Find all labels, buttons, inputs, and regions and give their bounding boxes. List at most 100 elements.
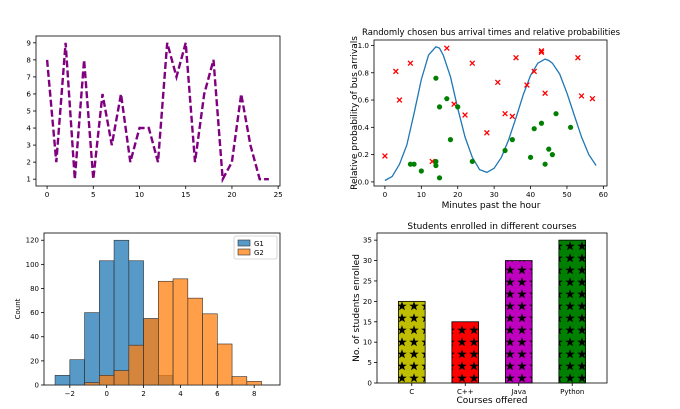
scatter-title: Randomly chosen bus arrival times and re… (362, 28, 621, 38)
line-chart-panel: 0 5 10 15 20 25 1 2 3 4 5 6 7 8 9 (26, 35, 283, 199)
y-tick-label: 0.4 (358, 123, 370, 132)
scatter-xlabel: Minutes past the hour (442, 201, 541, 211)
scatter-chart-panel: Randomly chosen bus arrival times and re… (350, 28, 621, 211)
x-tick-label: 0 (104, 390, 108, 398)
y-tick-label: 0.2 (358, 150, 369, 159)
x-tick-label: 20 (227, 190, 237, 199)
y-tick-label: 7 (26, 72, 31, 81)
hist-bar-g2 (246, 381, 262, 386)
y-tick-label: 0.8 (358, 68, 370, 77)
x-tick-label: 20 (453, 190, 463, 199)
hist-bar-g2 (158, 280, 174, 386)
line-series (45, 42, 269, 184)
x-tick-label: 15 (181, 190, 190, 199)
y-tick-label: 30 (363, 256, 373, 265)
y-tick-label: 0.0 (358, 177, 370, 186)
y-tick-label: 8 (26, 55, 31, 64)
accepted-point (418, 168, 424, 174)
y-tick-label: 120 (26, 237, 39, 245)
rejected-point (575, 54, 581, 61)
y-tick-label: 0 (35, 381, 39, 389)
accepted-point (469, 158, 475, 165)
bar-hatch (451, 321, 480, 384)
accepted-point (546, 146, 552, 152)
rejected-point (462, 112, 468, 118)
rejected-point (483, 129, 490, 136)
bar-hatch (397, 300, 426, 384)
rejected-point (469, 60, 476, 67)
rejected-point (509, 113, 516, 120)
accepted-point (549, 152, 555, 158)
probability-curve (384, 46, 597, 182)
category-label: Java (510, 388, 526, 396)
x-tick-label: 60 (599, 190, 609, 199)
hist-bar-g2 (99, 375, 115, 386)
accepted-point (455, 104, 461, 110)
x-tick-label: 6 (215, 390, 220, 398)
accepted-point (527, 154, 534, 160)
y-tick-label: 25 (363, 276, 372, 285)
bar-chart-panel: Students enrolled in different courses C… (352, 222, 608, 406)
y-tick-label: 0 (367, 379, 372, 388)
y-tick-label: 5 (26, 107, 31, 116)
hist-bar-g1 (99, 260, 115, 386)
scatter-ylabel: Relative probability of bus arrivals (350, 36, 360, 190)
accepted-point (433, 162, 439, 169)
histogram-plot-area (54, 239, 262, 386)
hist-bar-g1 (113, 239, 130, 386)
accepted-point (436, 175, 443, 181)
accepted-point (531, 126, 537, 132)
x-tick-label: −2 (65, 390, 75, 398)
accepted-point (407, 161, 414, 167)
hist-bar-g2 (187, 297, 203, 386)
hist-bar-g1 (69, 359, 85, 386)
y-tick-label: 1.0 (358, 41, 370, 50)
y-tick-label: 2 (26, 158, 31, 167)
rejected-point (443, 45, 450, 52)
y-tick-label: 20 (30, 357, 39, 365)
rejected-point (531, 68, 538, 75)
y-tick-label: 40 (30, 333, 39, 341)
bar-xlabel: Courses offered (457, 396, 528, 406)
rejected-point (513, 54, 519, 61)
accepted-point (502, 147, 508, 154)
hist-bar-g2 (217, 343, 233, 386)
rejected-point (524, 82, 530, 88)
scatter-plot-axes: 0 10 20 30 40 50 60 0.0 0.2 0.4 0.6 0.8 1.0 (358, 41, 609, 199)
bar-title: Students enrolled in different courses (407, 222, 577, 232)
hist-bar-g2 (113, 370, 130, 386)
line-plot-axes: 0 5 10 15 20 25 1 2 3 4 5 6 7 8 9 (26, 38, 282, 199)
accepted-point (447, 137, 454, 143)
y-tick-label: 10 (363, 338, 373, 347)
accepted-point (444, 96, 450, 102)
accepted-point (538, 120, 545, 126)
histogram-legend: G1 G2 (233, 235, 278, 260)
accepted-point (567, 124, 574, 130)
y-tick-label: 80 (30, 285, 39, 293)
hist-bar-g2 (143, 318, 159, 386)
x-tick-label: 40 (526, 190, 536, 199)
x-tick-label: 30 (490, 190, 500, 199)
y-tick-label: 3 (26, 141, 31, 150)
rejected-point (396, 97, 403, 103)
x-tick-label: 10 (417, 190, 427, 199)
scatter-plot-area (382, 45, 597, 182)
bar-plot-axes: C C++ Java Python 0 5 10 15 20 25 30 35 (363, 236, 585, 396)
rejected-point (382, 153, 388, 159)
hist-bar-g2 (172, 278, 189, 386)
x-tick-label: 5 (91, 190, 96, 199)
hist-bar-g2 (84, 382, 100, 386)
category-label: Python (560, 388, 584, 396)
rejected-point (392, 68, 399, 75)
y-tick-label: 4 (26, 124, 31, 133)
hist-bar-g2 (202, 313, 218, 386)
y-tick-label: 1 (26, 175, 31, 184)
x-tick-label: 4 (178, 390, 183, 398)
rejected-point (578, 93, 585, 99)
y-tick-label: 20 (363, 297, 373, 306)
x-tick-label: 0 (383, 190, 388, 199)
x-tick-label: 8 (252, 390, 256, 398)
legend-label-g2: G2 (254, 249, 264, 257)
